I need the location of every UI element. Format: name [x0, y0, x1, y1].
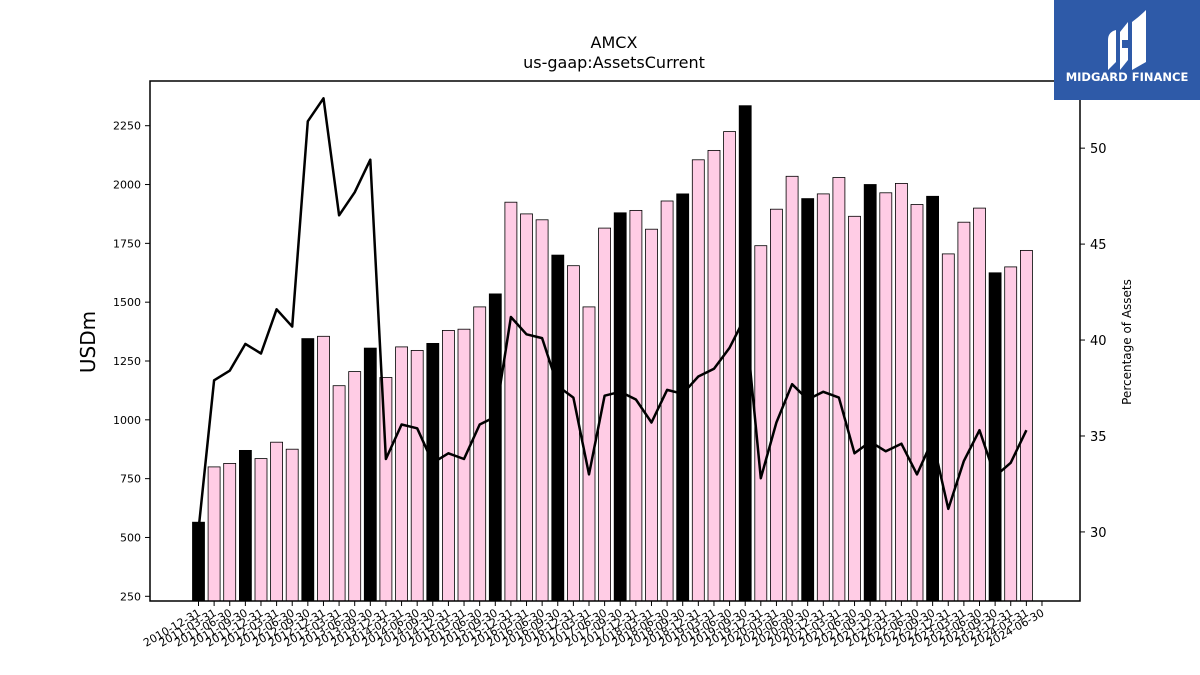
- bar: [473, 306, 487, 602]
- bar: [363, 347, 377, 602]
- bar: [223, 462, 237, 602]
- y-tick-label: 2000: [113, 179, 141, 192]
- bar-series: [192, 105, 1033, 602]
- bar: [301, 338, 315, 602]
- bar: [395, 346, 409, 602]
- y-axis-label: USDm: [76, 311, 100, 373]
- bar: [567, 265, 580, 602]
- y-tick-label: 1250: [113, 355, 141, 368]
- bar: [848, 215, 861, 602]
- bar: [895, 182, 908, 602]
- percentage-line: [197, 97, 1028, 531]
- y-tick-label: 1750: [113, 237, 141, 250]
- chart-subtitle: us-gaap:AssetsCurrent: [523, 53, 705, 72]
- bar: [504, 201, 518, 602]
- bar: [676, 193, 690, 602]
- chart-title: AMCX: [591, 33, 638, 52]
- y-tick-label: 750: [120, 473, 141, 486]
- bar: [957, 221, 971, 602]
- y2-tick-label: 35: [1090, 430, 1107, 445]
- bar: [832, 177, 846, 602]
- bar: [988, 272, 1002, 602]
- bar: [441, 329, 455, 602]
- bar: [863, 184, 877, 602]
- plot-frame: [149, 80, 1081, 602]
- line-series: [197, 97, 1028, 531]
- bar: [723, 131, 736, 602]
- bar: [207, 466, 221, 602]
- bar: [1004, 266, 1018, 602]
- bar: [613, 212, 627, 602]
- bar: [410, 349, 424, 602]
- bar: [285, 448, 299, 602]
- bar: [457, 328, 471, 602]
- bar: [1020, 249, 1033, 602]
- bar: [426, 342, 440, 602]
- y-tick-label: 500: [120, 531, 141, 544]
- bar: [973, 207, 986, 602]
- bar: [879, 192, 893, 602]
- axes: 250 500 750 1000 1250 1500 1750 2000 2250 30 35 40 4…: [113, 80, 1107, 650]
- bar: [317, 335, 330, 602]
- bar: [192, 521, 205, 602]
- bar: [926, 195, 939, 602]
- bar: [707, 149, 721, 602]
- bar: [238, 449, 252, 602]
- y2-axis-label: Percentage of Assets: [1120, 279, 1134, 405]
- y2-tick-label: 30: [1090, 526, 1107, 541]
- bar: [816, 193, 830, 602]
- bar: [520, 213, 533, 602]
- bar: [770, 208, 783, 602]
- bar: [332, 385, 346, 602]
- bar: [941, 253, 955, 602]
- y-tick-label: 2250: [113, 120, 141, 133]
- y2-tick-label: 50: [1090, 142, 1107, 157]
- y2-tick-label: 40: [1090, 334, 1107, 349]
- bar: [270, 441, 284, 602]
- bar: [254, 458, 268, 602]
- y-tick-label: 1500: [113, 296, 141, 309]
- bar: [488, 293, 502, 602]
- bar: [379, 377, 393, 602]
- y-tick-label: 250: [120, 590, 141, 603]
- y2-tick-label: 45: [1090, 238, 1107, 253]
- bar: [910, 204, 924, 602]
- y-tick-label: 1000: [113, 414, 141, 427]
- bar: [348, 371, 362, 602]
- bar: [551, 254, 565, 602]
- logo-text: MIDGARD FINANCE: [1066, 70, 1189, 84]
- logo-mark-icon: [1108, 10, 1146, 70]
- logo: MIDGARD FINANCE: [1054, 0, 1200, 100]
- bar: [535, 219, 549, 602]
